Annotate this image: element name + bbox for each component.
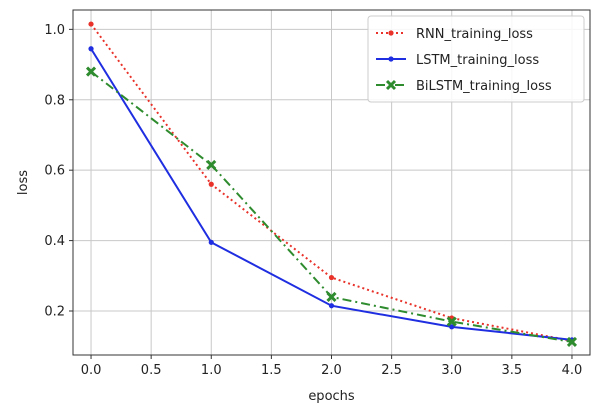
data-point-bilstm	[85, 66, 97, 77]
x-tick-label: 0.5	[141, 363, 162, 378]
legend-label: BiLSTM_training_loss	[416, 79, 552, 94]
data-point-rnn	[208, 181, 214, 187]
marker-stroke	[385, 79, 397, 91]
data-point-rnn	[328, 274, 335, 281]
series-bilstm	[85, 66, 578, 348]
y-tick-label: 1.0	[44, 23, 65, 38]
x-tick-label: 1.5	[261, 363, 282, 378]
marker-stroke	[566, 336, 578, 348]
marker-stroke	[326, 291, 337, 302]
x-tick-label: 4.0	[562, 363, 583, 378]
data-point-rnn	[88, 21, 94, 27]
x-tick-label: 2.0	[321, 363, 342, 378]
x-tick-label: 3.5	[502, 363, 523, 378]
data-point-bilstm	[566, 336, 578, 348]
x-tick-label: 0.0	[81, 363, 102, 378]
series-line-rnn	[90, 23, 573, 342]
x-tick-label: 1.0	[201, 363, 222, 378]
y-tick-label: 0.8	[44, 93, 65, 108]
legend-label: LSTM_training_loss	[416, 53, 539, 68]
legend-item-rnn: RNN_training_loss	[376, 27, 533, 42]
marker-stroke	[446, 316, 457, 327]
data-point-bilstm	[206, 159, 217, 170]
data-point-lstm	[328, 303, 335, 309]
data-point-lstm	[208, 239, 214, 245]
data-point-lstm	[88, 46, 94, 52]
ticks: 0.0 0.5 1.0 1.5 2.0 2.5 3.0 3.5 4.0 0.2 0.4 0.6 0.8 1…	[44, 23, 582, 378]
legend-marker	[385, 79, 397, 91]
legend-box	[367, 15, 585, 103]
marker-stroke	[85, 66, 97, 77]
legend-marker	[388, 56, 394, 62]
y-tick-label: 0.2	[44, 304, 65, 319]
series-layer	[85, 21, 578, 348]
data-point-bilstm	[326, 291, 337, 302]
data-point-lstm	[449, 324, 455, 330]
y-axis-label: loss	[16, 170, 31, 195]
legend-item-lstm: LSTM_training_loss	[376, 53, 539, 68]
x-tick-label: 2.5	[381, 363, 402, 378]
x-axis-label: epochs	[308, 389, 355, 404]
legend-label: RNN_training_loss	[416, 27, 533, 42]
y-tick-label: 0.4	[44, 234, 65, 249]
data-point-bilstm	[446, 316, 457, 327]
legend: RNN_training_loss LSTM_training_loss BiLST…	[367, 15, 585, 103]
x-tick-label: 3.0	[441, 363, 462, 378]
legend-marker	[388, 30, 394, 36]
legend-item-bilstm: BiLSTM_training_loss	[376, 79, 552, 94]
y-tick-label: 0.6	[44, 164, 65, 179]
marker-stroke	[206, 159, 217, 170]
